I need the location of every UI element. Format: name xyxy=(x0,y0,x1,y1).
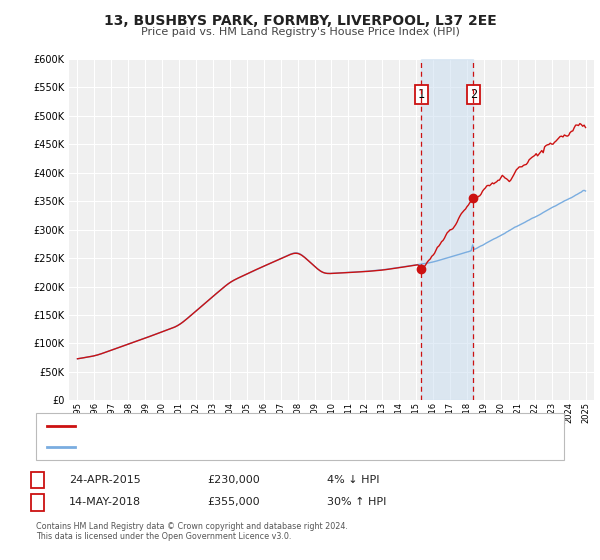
Text: Price paid vs. HM Land Registry's House Price Index (HPI): Price paid vs. HM Land Registry's House … xyxy=(140,27,460,37)
Text: 2: 2 xyxy=(470,88,477,101)
Text: This data is licensed under the Open Government Licence v3.0.: This data is licensed under the Open Gov… xyxy=(36,532,292,541)
Text: 2: 2 xyxy=(34,497,41,507)
Text: 1: 1 xyxy=(34,475,41,485)
Text: 13, BUSHBYS PARK, FORMBY, LIVERPOOL, L37 2EE (detached house): 13, BUSHBYS PARK, FORMBY, LIVERPOOL, L37… xyxy=(79,421,415,431)
Bar xyxy=(421,59,473,400)
Text: 14-MAY-2018: 14-MAY-2018 xyxy=(69,497,141,507)
Text: £355,000: £355,000 xyxy=(207,497,260,507)
Text: £230,000: £230,000 xyxy=(207,475,260,485)
Text: 13, BUSHBYS PARK, FORMBY, LIVERPOOL, L37 2EE: 13, BUSHBYS PARK, FORMBY, LIVERPOOL, L37… xyxy=(104,14,496,28)
Text: HPI: Average price, detached house, Sefton: HPI: Average price, detached house, Seft… xyxy=(79,442,292,452)
Text: 1: 1 xyxy=(418,88,425,101)
Text: 30% ↑ HPI: 30% ↑ HPI xyxy=(327,497,386,507)
Text: 24-APR-2015: 24-APR-2015 xyxy=(69,475,141,485)
Text: Contains HM Land Registry data © Crown copyright and database right 2024.: Contains HM Land Registry data © Crown c… xyxy=(36,522,348,531)
Text: 4% ↓ HPI: 4% ↓ HPI xyxy=(327,475,380,485)
